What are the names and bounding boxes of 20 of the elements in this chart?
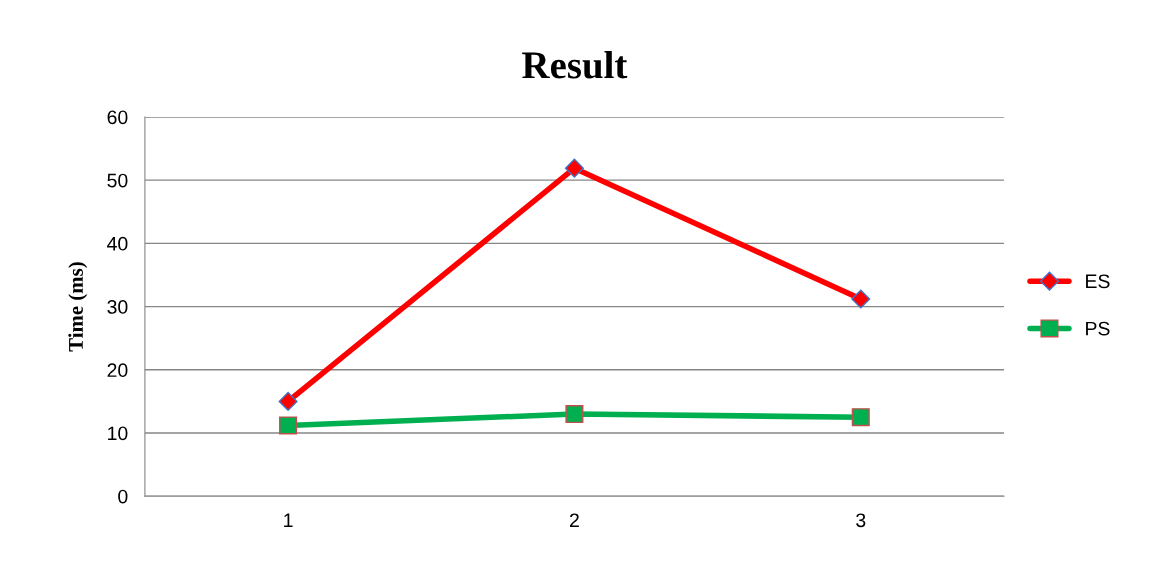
- y-tick-label: 50: [107, 173, 128, 188]
- x-tick-label: 3: [856, 513, 866, 528]
- y-axis-title: Time (ms): [68, 262, 88, 352]
- legend-label: PS: [1086, 321, 1110, 336]
- point: [564, 158, 584, 178]
- x-tick-label: 1: [284, 513, 293, 527]
- y-tick-label: 60: [107, 110, 128, 125]
- x-tick-label: 2: [570, 513, 579, 527]
- point: [851, 408, 870, 427]
- point: [565, 405, 584, 424]
- y-tick-label: 40: [107, 236, 128, 251]
- point: [278, 391, 298, 411]
- point: [851, 289, 871, 309]
- y-tick-label: 30: [107, 300, 128, 314]
- y-tick-label: 20: [107, 363, 128, 378]
- y-tick-label: 10: [108, 426, 128, 441]
- point: [279, 416, 298, 435]
- chart-title: Result: [522, 51, 628, 79]
- y-tick-label: 0: [118, 489, 128, 504]
- legend-label: ES: [1086, 274, 1110, 289]
